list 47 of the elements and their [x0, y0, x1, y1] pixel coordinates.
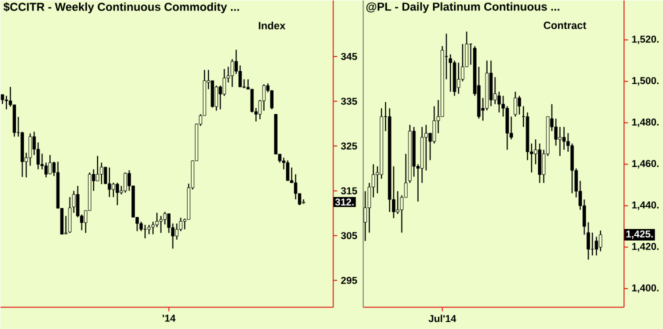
- candlestick: [116, 182, 119, 206]
- candlestick: [167, 212, 170, 234]
- candlestick: [112, 182, 116, 198]
- candlestick: [514, 91, 518, 117]
- candlestick: [364, 190, 367, 242]
- y-tick-label: 1,400.: [632, 284, 659, 293]
- candlestick: [558, 126, 562, 156]
- candlestick: [151, 221, 155, 235]
- candlestick: [238, 64, 242, 88]
- text: 312.: [335, 198, 354, 206]
- y-tick-label: 1,520.: [632, 36, 659, 44]
- candlestick: [286, 160, 290, 182]
- chart-title: $CCITR - Weekly Continuous Commodity ...: [4, 2, 239, 14]
- y-tick-label: 295: [341, 276, 358, 284]
- candlestick: [598, 230, 602, 252]
- candlestick: [100, 162, 104, 185]
- y-tick-label: 1,480.: [632, 118, 659, 127]
- y-tick-label: 315: [340, 187, 358, 194]
- y-tick-label: 305: [340, 232, 358, 240]
- text: Index: [258, 22, 286, 30]
- candlestick: [214, 84, 218, 112]
- candlestick: [159, 215, 163, 234]
- x-tick-label: Jul'14: [428, 314, 456, 322]
- candlestick: [108, 166, 112, 198]
- y-tick-label: 1,420.: [632, 242, 659, 252]
- candlestick: [0, 94, 4, 104]
- candlestick: [48, 154, 52, 175]
- candlestick: [497, 91, 501, 113]
- y-tick-label: 325: [340, 142, 358, 150]
- chart-title: @PL - Daily Platinum Continuous ...: [366, 2, 560, 13]
- candlestick: [562, 126, 566, 150]
- candlestick: [155, 212, 159, 228]
- text: 1,425.: [626, 230, 653, 239]
- y-tick-label: 335: [340, 98, 358, 105]
- candlestick: [518, 95, 522, 115]
- y-tick-label: 345: [340, 52, 358, 60]
- candlestick: [147, 224, 151, 235]
- candlestick: [594, 236, 598, 256]
- candlestick: [4, 95, 8, 110]
- text: Contract: [544, 22, 586, 29]
- candlestick: [124, 172, 127, 194]
- candlestick: [424, 124, 428, 171]
- candlestick: [96, 155, 100, 182]
- y-tick-label: 1,500.: [632, 76, 659, 86]
- x-tick-label: '14: [162, 314, 176, 322]
- y-tick-label: 1,460.: [632, 160, 659, 168]
- y-tick-label: 1,440.: [632, 201, 659, 210]
